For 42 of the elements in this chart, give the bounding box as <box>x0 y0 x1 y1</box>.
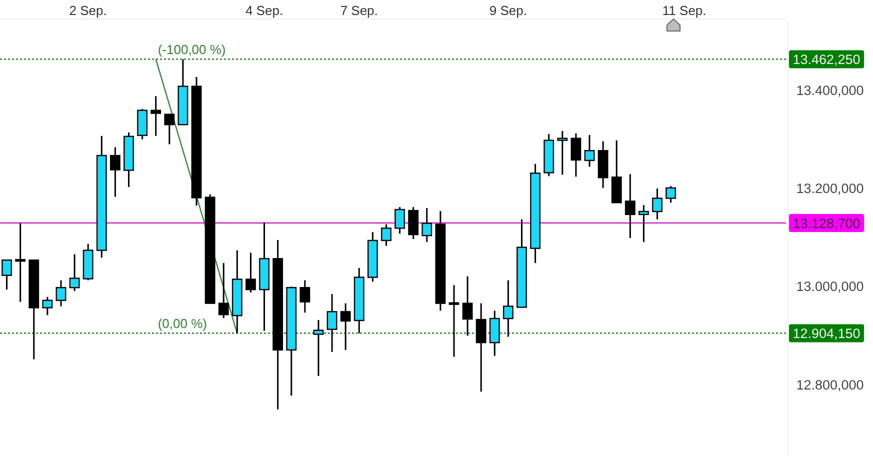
candlestick <box>326 293 338 353</box>
candlestick <box>15 222 26 303</box>
y-tick-label: 13.200,000 <box>796 180 864 196</box>
x-tick-label: 4 Sep. <box>245 3 284 18</box>
candlestick <box>313 319 324 377</box>
candlestick <box>2 258 12 290</box>
candlestick <box>476 302 486 392</box>
candlestick <box>150 95 162 137</box>
candlestick <box>666 185 676 204</box>
x-tick-label: 9 Sep. <box>489 3 527 18</box>
ref-line-label: 13.128,700 <box>792 216 860 231</box>
candlestick <box>218 262 229 319</box>
candlestick <box>42 296 53 316</box>
x-tick-label: 2 Sep. <box>69 3 107 18</box>
y-tick-label: 12.800,000 <box>796 377 864 392</box>
x-tick-label: 11 Sep. <box>662 3 706 18</box>
ref-line-label: 13.462,250 <box>792 52 860 68</box>
candlestick <box>624 173 636 239</box>
candlestick <box>164 114 175 145</box>
candlestick <box>110 146 120 198</box>
candlestick <box>557 130 568 176</box>
candlestick <box>570 132 582 178</box>
candlestick <box>448 284 460 358</box>
y-tick-label: 13.400,000 <box>796 82 864 98</box>
annotation: (-100,00 %) <box>158 42 226 58</box>
candlestick <box>381 224 392 247</box>
candlestick <box>652 188 662 220</box>
candlestick <box>422 207 432 243</box>
annotation: (0,00 %) <box>158 316 207 332</box>
candlestick <box>502 279 514 338</box>
candlestick <box>56 279 66 308</box>
x-tick-label: 7 Sep. <box>340 3 378 18</box>
candlestick <box>394 206 405 234</box>
candlestick <box>340 302 351 351</box>
candlestick <box>638 204 649 243</box>
candlestick <box>246 252 256 294</box>
y-tick-label: 13.000,000 <box>796 279 864 294</box>
candlestick <box>462 276 473 336</box>
ref-line-label: 12.904,150 <box>792 326 860 342</box>
candlestick <box>69 253 80 292</box>
candlestick <box>300 279 310 314</box>
candlestick <box>584 134 595 168</box>
